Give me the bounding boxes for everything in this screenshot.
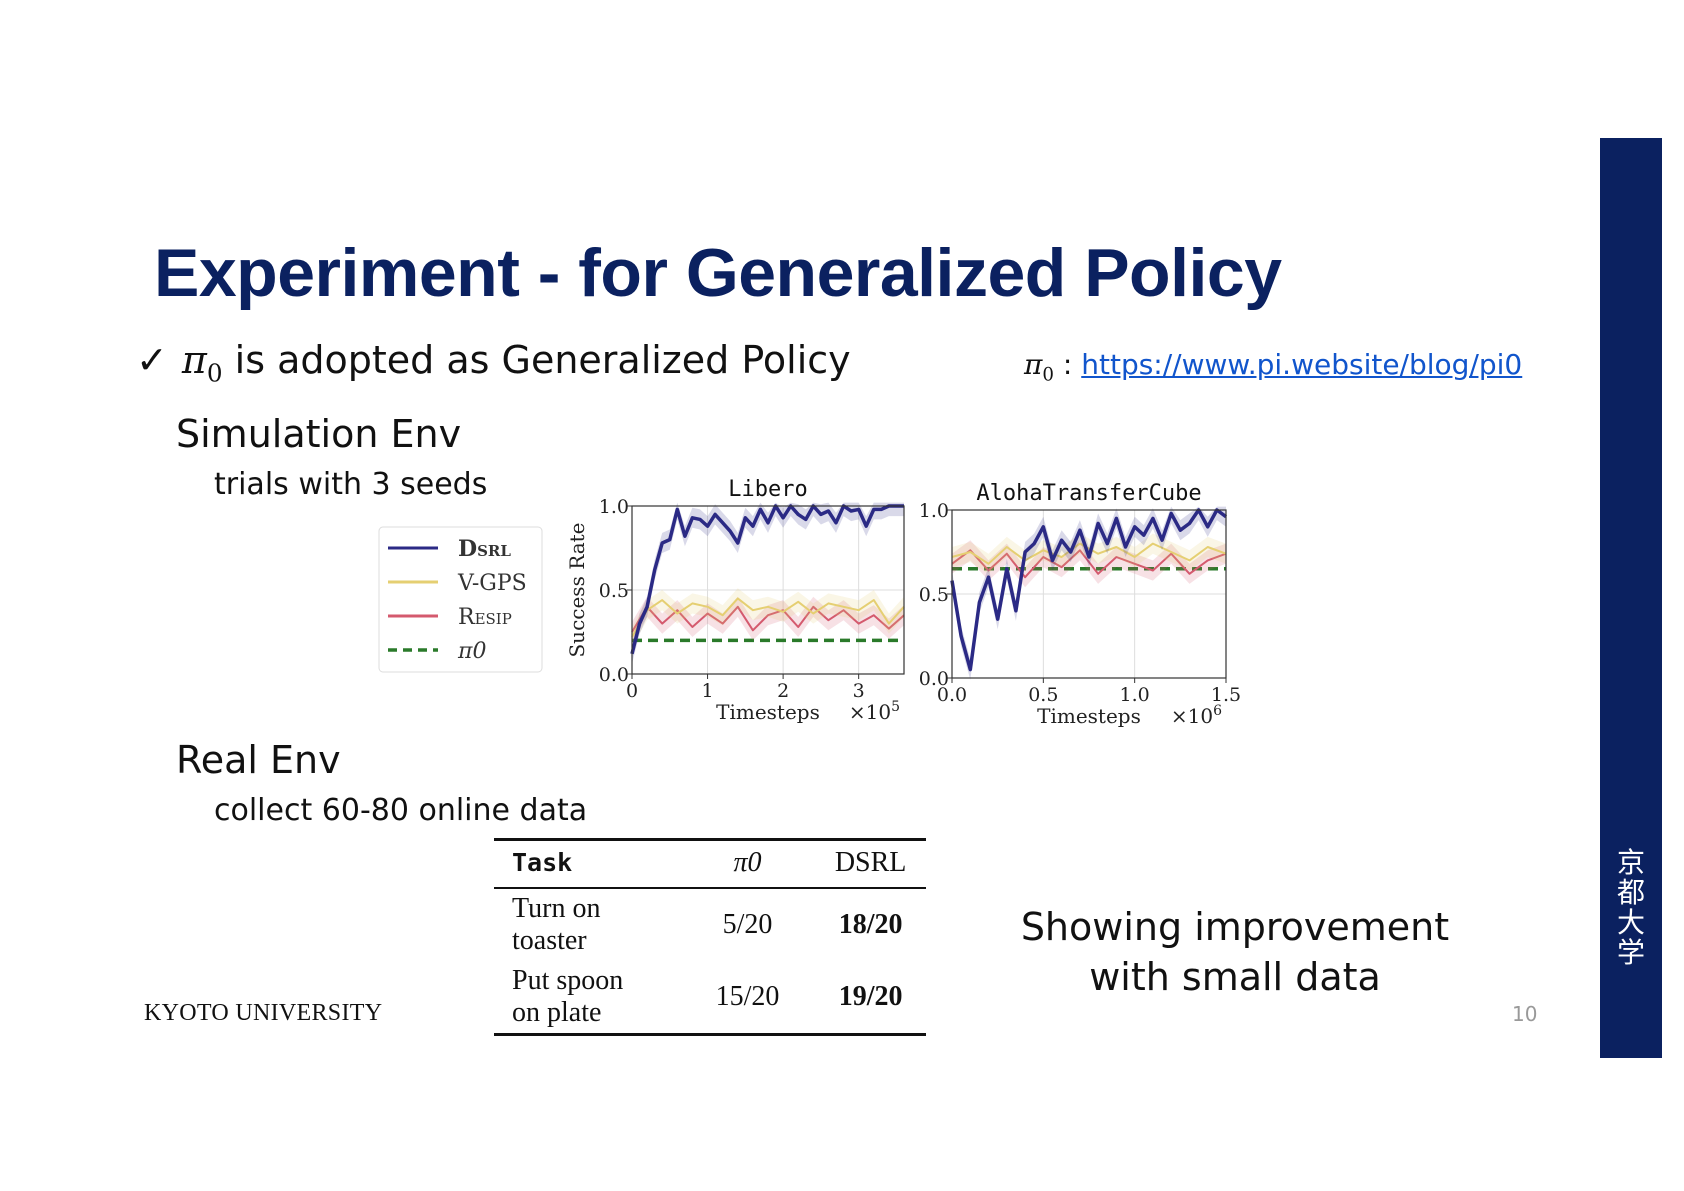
brand-sidebar: 京 都 大 学 — [1600, 138, 1662, 1058]
bullet-text: is adopted as Generalized Policy — [234, 338, 851, 382]
y-tick-label: 0.0 — [919, 668, 949, 690]
series-DSRL — [630, 504, 904, 655]
legend-items: Dsrl V-GPS Resip π0 — [388, 536, 527, 664]
dsrl-cell: 18/20 — [838, 909, 903, 940]
sim-heading: Simulation Env — [176, 412, 462, 456]
series-RESIP — [631, 605, 905, 633]
bullet-generalized-policy: ✓ π0 is adopted as Generalized Policy — [136, 338, 851, 388]
pi0-cell: 15/20 — [679, 961, 798, 1036]
x-tick-label: 1 — [702, 680, 714, 702]
band-V-GPS — [632, 588, 904, 648]
legend-label-1: V-GPS — [457, 571, 527, 596]
x-tick-label: 2 — [777, 680, 789, 702]
takeaway-text: Showing improvement with small data — [1020, 905, 1450, 999]
y-tick-label: 0.5 — [599, 580, 629, 602]
x-axis-label: Timesteps — [716, 700, 820, 724]
series-DSRL — [950, 508, 1228, 672]
y-tick-label: 0.5 — [919, 584, 949, 606]
dsrl-cell: 19/20 — [797, 961, 926, 1036]
x-tick-label: 1.0 — [1120, 684, 1150, 706]
sim-subheading: trials with 3 seeds — [214, 467, 488, 502]
legend-label-3: π0 — [457, 639, 486, 664]
libero-chart: Libero 0 1 2 3 0.0 0.5 1.0 Timesteps ×105 Success … — [565, 477, 905, 724]
university-footer: KYOTO UNIVERSITY — [144, 1000, 383, 1026]
legend-frame — [378, 526, 543, 673]
table-row: Turn on toaster 5/20 18/20 — [494, 888, 926, 961]
x-tick-label: 3 — [853, 680, 865, 702]
real-subheading: collect 60-80 online data — [214, 793, 588, 828]
chart-legend: Dsrl V-GPS Resip π0 — [378, 526, 543, 673]
kyoto-university-logo-text: 京 都 大 学 — [1616, 846, 1645, 969]
y-axis-label: Success Rate — [565, 522, 589, 657]
legend-label-0: Dsrl — [458, 536, 511, 562]
x-multiplier: ×106 — [1171, 703, 1222, 728]
x-tick-label: 0.5 — [1028, 684, 1058, 706]
y-tick-label: 0.0 — [599, 664, 629, 686]
y-tick-label: 1.0 — [919, 500, 949, 522]
check-icon: ✓ — [136, 338, 168, 382]
band-DSRL — [632, 502, 904, 664]
col-pi0: π0 — [679, 838, 798, 889]
x-tick-label: 0 — [626, 680, 638, 702]
x-tick-label: 1.5 — [1211, 684, 1241, 706]
pi-symbol-ref: π0 — [1024, 348, 1054, 386]
table-row: Put spoon on plate 15/20 19/20 — [494, 961, 926, 1036]
series-V-GPS — [631, 597, 905, 638]
chart-title: Libero — [728, 477, 807, 502]
task-cell: Turn on toaster — [512, 893, 601, 956]
band-RESIP — [632, 596, 904, 643]
col-dsrl: DSRL — [797, 838, 926, 889]
y-tick-label: 1.0 — [599, 496, 629, 518]
series-V-GPS — [951, 542, 1227, 565]
chart-title: AlohaTransferCube — [976, 481, 1201, 506]
real-heading: Real Env — [176, 738, 341, 782]
x-axis-label: Timesteps — [1037, 704, 1141, 728]
results-table: Task π0 DSRL Turn on toaster 5/20 18/20 P… — [494, 838, 926, 1036]
legend-label-2: Resip — [458, 605, 512, 630]
x-multiplier: ×105 — [849, 699, 900, 724]
reference-link-line: π0 : https://www.pi.website/blog/pi0 — [1024, 348, 1522, 386]
slide-title: Experiment - for Generalized Policy — [154, 235, 1282, 311]
pi-symbol: π0 — [181, 338, 223, 388]
series-RESIP — [951, 549, 1227, 579]
pi0-blog-link[interactable]: https://www.pi.website/blog/pi0 — [1081, 348, 1523, 381]
x-tick-label: 0.0 — [937, 684, 967, 706]
task-cell: Put spoon on plate — [494, 961, 680, 1036]
pi0-cell: 5/20 — [722, 909, 773, 940]
page-number: 10 — [1512, 1002, 1538, 1026]
reference-separator: : — [1062, 348, 1073, 381]
col-task: Task — [494, 838, 680, 889]
